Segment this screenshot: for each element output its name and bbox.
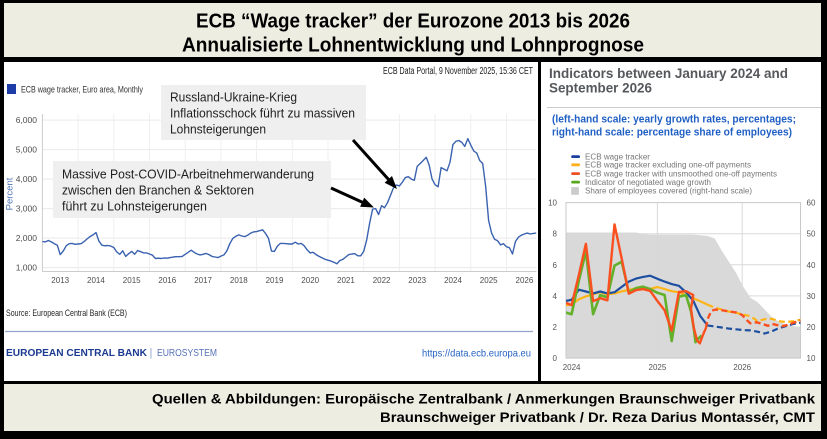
svg-text:2024: 2024: [444, 276, 462, 285]
svg-text:Braunschweiger Privatbank / Dr: Braunschweiger Privatbank / Dr. Reza Dar…: [380, 409, 815, 425]
svg-text:2: 2: [553, 323, 558, 332]
svg-text:10: 10: [807, 354, 816, 363]
svg-text:Annualisierte Lohnentwicklung: Annualisierte Lohnentwicklung und Lohnpr…: [182, 35, 644, 57]
svg-text:Inflationsschock führt zu mass: Inflationsschock führt zu massiven: [170, 106, 355, 121]
svg-text:(left-hand scale: yearly growt: (left-hand scale: yearly growth rates, p…: [552, 114, 796, 126]
svg-text:right-hand scale: percentage s: right-hand scale: percentage share of em…: [552, 127, 792, 139]
svg-text:2024: 2024: [563, 363, 581, 372]
svg-text:zwischen den Branchen & Sektor: zwischen den Branchen & Sektoren: [62, 183, 254, 198]
svg-text:Share of employees covered (ri: Share of employees covered (right-hand s…: [585, 187, 752, 196]
svg-text:ECB Data Portal, 9 November 20: ECB Data Portal, 9 November 2025, 15:36 …: [383, 66, 533, 77]
svg-text:ECB wage tracker with unsmooth: ECB wage tracker with unsmoothed one-off…: [585, 169, 777, 178]
svg-text:Russland-Ukraine-Krieg: Russland-Ukraine-Krieg: [170, 90, 297, 105]
svg-text:September 2026: September 2026: [549, 81, 652, 96]
svg-text:50: 50: [807, 230, 816, 239]
svg-text:Percent: Percent: [5, 177, 16, 210]
svg-text:40: 40: [807, 261, 816, 270]
svg-text:führt zu Lohnsteigerungen: führt zu Lohnsteigerungen: [62, 199, 207, 214]
svg-text:4: 4: [553, 292, 558, 301]
svg-text:3,000: 3,000: [16, 203, 38, 213]
svg-text:2021: 2021: [337, 276, 355, 285]
svg-text:2026: 2026: [516, 276, 534, 285]
svg-text:Lohnsteigerungen: Lohnsteigerungen: [170, 122, 266, 137]
svg-text:Quellen & Abbildungen: Europäi: Quellen & Abbildungen: Europäische Zentr…: [152, 391, 815, 407]
svg-text:2026: 2026: [733, 363, 751, 372]
svg-text:4,000: 4,000: [16, 174, 38, 184]
svg-text:2014: 2014: [87, 276, 105, 285]
svg-text:60: 60: [807, 199, 816, 208]
svg-text:Indicator of negotiated wage g: Indicator of negotiated wage growth: [585, 178, 711, 187]
svg-text:Massive Post-COVID-Arbeitnehme: Massive Post-COVID-Arbeitnehmerwanderung: [62, 167, 314, 182]
svg-text:2023: 2023: [408, 276, 426, 285]
svg-text:6,000: 6,000: [16, 115, 38, 125]
svg-text:2017: 2017: [194, 276, 212, 285]
svg-text:20: 20: [807, 323, 816, 332]
svg-text:2025: 2025: [480, 276, 498, 285]
svg-text:2025: 2025: [649, 363, 667, 372]
svg-text:2015: 2015: [123, 276, 141, 285]
svg-text:0: 0: [553, 354, 558, 363]
svg-text:2016: 2016: [158, 276, 176, 285]
svg-text:2019: 2019: [266, 276, 284, 285]
svg-text:Indicators between January 202: Indicators between January 2024 and: [549, 66, 788, 81]
svg-text:10: 10: [548, 199, 557, 208]
svg-text:EUROSYSTEM: EUROSYSTEM: [157, 347, 217, 359]
svg-text:5,000: 5,000: [16, 144, 38, 154]
svg-text:ECB “Wage tracker” der Eurozon: ECB “Wage tracker” der Eurozone 2013 bis…: [196, 11, 630, 33]
svg-text:https://data.ecb.europa.eu: https://data.ecb.europa.eu: [422, 349, 531, 360]
svg-text:2,000: 2,000: [16, 233, 38, 243]
svg-text:1,000: 1,000: [16, 262, 38, 272]
svg-text:2022: 2022: [373, 276, 391, 285]
svg-text:|: |: [150, 347, 153, 359]
svg-text:2018: 2018: [230, 276, 248, 285]
svg-text:8: 8: [553, 230, 558, 239]
svg-text:ECB wage tracker, Euro area, M: ECB wage tracker, Euro area, Monthly: [21, 85, 143, 96]
svg-text:30: 30: [807, 292, 816, 301]
svg-text:ECB wage tracker excluding one: ECB wage tracker excluding one-off payme…: [585, 161, 751, 170]
svg-text:EUROPEAN CENTRAL BANK: EUROPEAN CENTRAL BANK: [6, 347, 147, 359]
svg-text:6: 6: [553, 261, 558, 270]
svg-text:2020: 2020: [301, 276, 319, 285]
svg-text:Source: European Central Bank: Source: European Central Bank (ECB): [6, 308, 127, 318]
svg-text:2013: 2013: [51, 276, 69, 285]
svg-text:ECB wage tracker: ECB wage tracker: [585, 152, 650, 161]
